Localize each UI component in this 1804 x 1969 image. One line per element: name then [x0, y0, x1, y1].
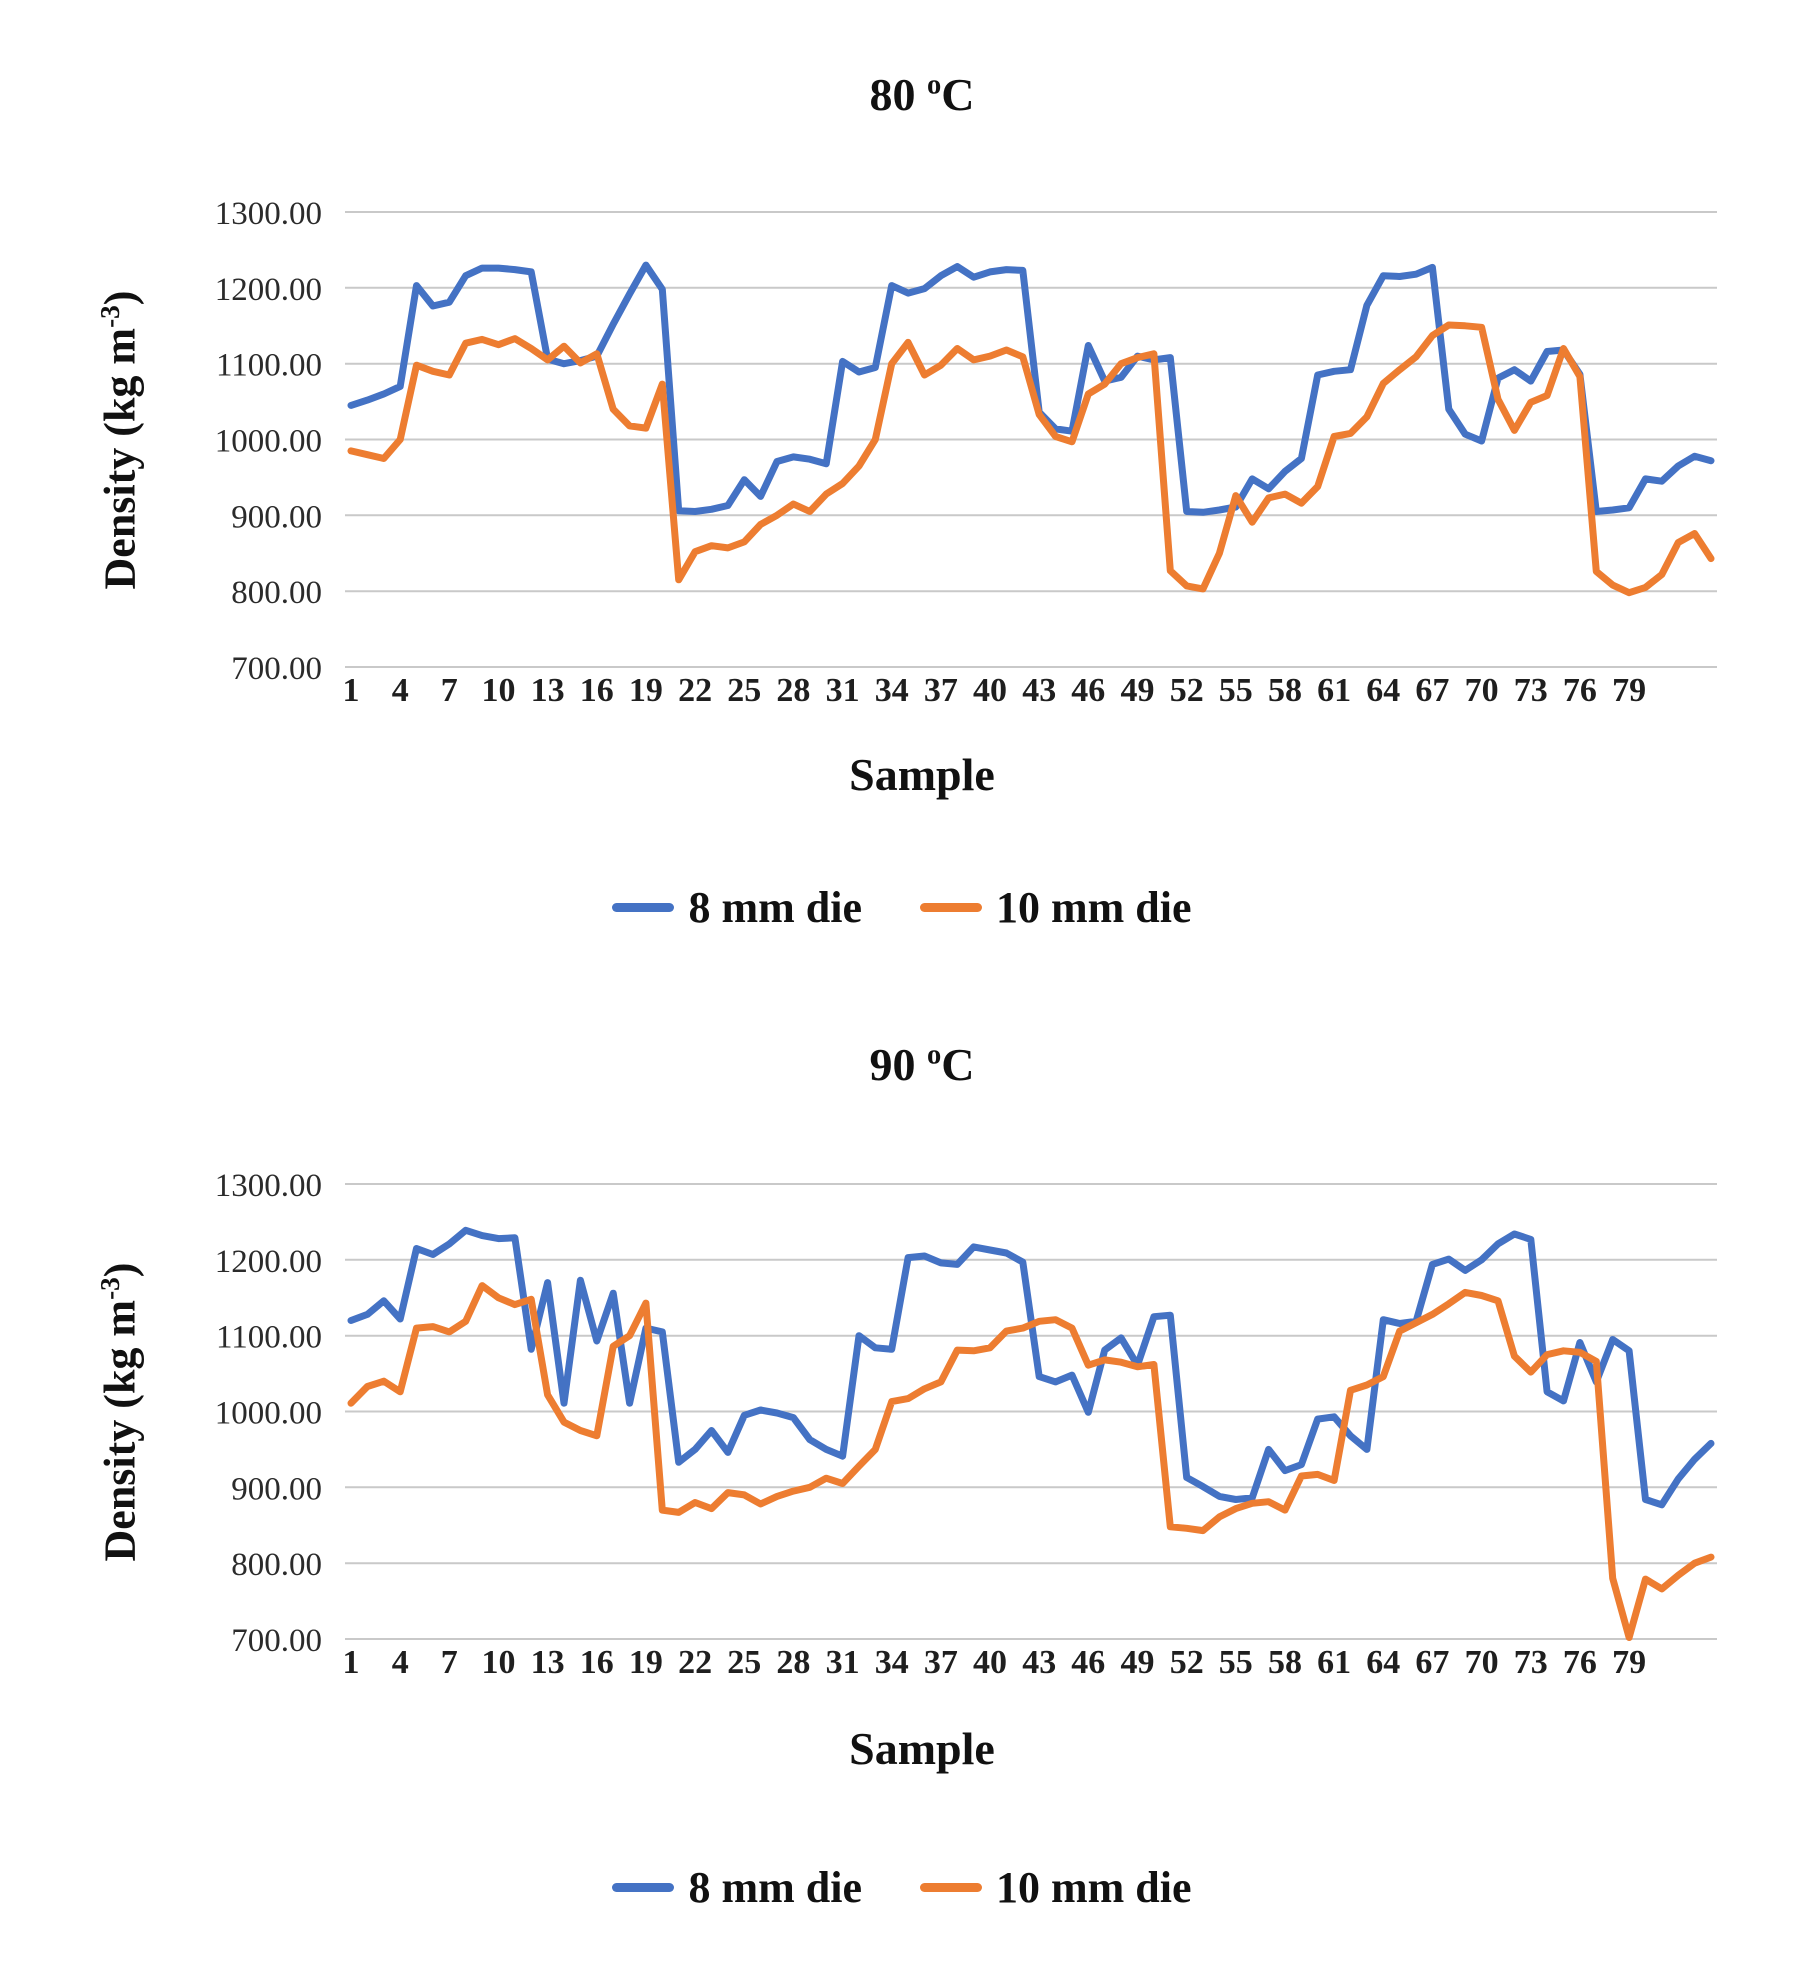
series-line-10-mm-die	[347, 1282, 1715, 1641]
legend-item-10mm: 10 mm die	[920, 1862, 1192, 1913]
x-tick-label: 76	[1563, 1644, 1597, 1681]
x-tick-label: 73	[1514, 1644, 1548, 1681]
series-line-8-mm-die	[347, 1226, 1715, 1509]
x-tick-label: 58	[1268, 672, 1302, 709]
y-tick-label: 1300.00	[215, 1168, 322, 1204]
x-tick-label: 43	[1022, 672, 1056, 709]
legend-item-10mm: 10 mm die	[920, 882, 1192, 933]
legend-line-swatch-8mm	[612, 903, 675, 912]
x-tick-label: 34	[875, 672, 909, 709]
x-tick-label: 31	[826, 1644, 860, 1681]
degree-superscript: o	[927, 1039, 942, 1071]
y-tick-label: 1200.00	[215, 272, 322, 308]
chart-title-90c-text: 90	[869, 1039, 927, 1090]
x-tick-label: 7	[441, 672, 458, 709]
x-tick-label: 55	[1219, 672, 1253, 709]
legend-90c: 8 mm die 10 mm die	[0, 1862, 1804, 1913]
x-tick-label: 25	[727, 1644, 761, 1681]
plot-area-1: 700.00 800.00 900.00 1000.00 1100.00 1200.00 1…	[215, 1168, 1717, 1681]
x-tick-label: 22	[678, 1644, 712, 1681]
x-tick-label: 55	[1219, 1644, 1253, 1681]
x-tick-label: 67	[1415, 1644, 1449, 1681]
x-tick-label: 19	[629, 1644, 663, 1681]
legend-item-8mm: 8 mm die	[612, 1862, 862, 1913]
degree-superscript: o	[927, 69, 942, 101]
x-tick-label: 16	[580, 1644, 614, 1681]
x-tick-label: 49	[1121, 672, 1155, 709]
x-tick-label: 10	[482, 1644, 516, 1681]
x-tick-label: 19	[629, 672, 663, 709]
legend-line-swatch-8mm	[612, 1883, 675, 1892]
x-tick-label: 79	[1612, 1644, 1646, 1681]
x-tick-label: 70	[1465, 672, 1499, 709]
x-tick-label: 64	[1366, 1644, 1400, 1681]
x-tick-label: 28	[776, 1644, 810, 1681]
x-tick-label: 61	[1317, 672, 1351, 709]
x-tick-label: 25	[727, 672, 761, 709]
series-line-10-mm-die	[347, 321, 1715, 597]
x-tick-label: 16	[580, 672, 614, 709]
x-tick-label: 64	[1366, 672, 1400, 709]
chart-title-80c-text: 80	[869, 69, 927, 120]
x-tick-label: 76	[1563, 672, 1597, 709]
legend-item-8mm: 8 mm die	[612, 882, 862, 933]
legend-label-8mm: 8 mm die	[688, 1863, 862, 1912]
x-axis-label-90c: Sample	[849, 1723, 995, 1774]
x-tick-label: 37	[924, 672, 958, 709]
x-tick-label: 40	[973, 1644, 1007, 1681]
chart-title-90c: 90 oC	[40, 1038, 1804, 1091]
x-tick-label: 61	[1317, 1644, 1351, 1681]
y-tick-label: 1300.00	[215, 196, 322, 232]
x-tick-label: 52	[1170, 672, 1204, 709]
x-tick-label: 43	[1022, 1644, 1056, 1681]
chart-title-80c: 80 oC	[40, 68, 1804, 121]
x-axis-label-80c: Sample	[849, 749, 995, 800]
x-tick-label: 46	[1071, 1644, 1105, 1681]
y-tick-label: 900.00	[231, 499, 322, 535]
legend-label-8mm: 8 mm die	[688, 883, 862, 932]
x-tick-label: 46	[1071, 672, 1105, 709]
x-tick-label: 67	[1415, 672, 1449, 709]
x-tick-label: 4	[392, 672, 409, 709]
y-tick-label: 800.00	[231, 575, 322, 611]
chart-title-90c-unit: C	[941, 1039, 975, 1090]
legend-line-swatch-10mm	[920, 1883, 982, 1892]
x-tick-label: 1	[343, 1644, 360, 1681]
y-tick-label: 800.00	[231, 1547, 322, 1583]
x-tick-label: 58	[1268, 1644, 1302, 1681]
x-tick-label: 13	[531, 1644, 565, 1681]
y-tick-label: 1100.00	[216, 348, 322, 384]
y-tick-label: 1000.00	[215, 424, 322, 460]
chart-title-80c-unit: C	[941, 69, 975, 120]
legend-80c: 8 mm die 10 mm die	[0, 882, 1804, 933]
y-tick-label: 700.00	[231, 1623, 322, 1659]
legend-label-10mm: 10 mm die	[996, 883, 1192, 932]
legend-line-swatch-10mm	[920, 903, 982, 912]
x-tick-label: 79	[1612, 672, 1646, 709]
x-tick-label: 37	[924, 1644, 958, 1681]
x-tick-label: 49	[1121, 1644, 1155, 1681]
x-tick-label: 52	[1170, 1644, 1204, 1681]
y-tick-label: 1100.00	[216, 1320, 322, 1356]
x-tick-label: 70	[1465, 1644, 1499, 1681]
plot-area-0: 700.00 800.00 900.00 1000.00 1100.00 1200.00 1…	[215, 196, 1717, 709]
x-tick-label: 34	[875, 1644, 909, 1681]
y-tick-label: 1000.00	[215, 1396, 322, 1432]
x-tick-label: 7	[441, 1644, 458, 1681]
x-tick-label: 40	[973, 672, 1007, 709]
x-tick-label: 13	[531, 672, 565, 709]
x-tick-label: 10	[482, 672, 516, 709]
y-tick-label: 700.00	[231, 651, 322, 687]
x-tick-label: 1	[343, 672, 360, 709]
legend-label-10mm: 10 mm die	[996, 1863, 1192, 1912]
x-tick-label: 73	[1514, 672, 1548, 709]
y-tick-label: 1200.00	[215, 1244, 322, 1280]
y-tick-label: 900.00	[231, 1471, 322, 1507]
x-tick-label: 22	[678, 672, 712, 709]
x-tick-label: 28	[776, 672, 810, 709]
x-tick-label: 31	[826, 672, 860, 709]
x-tick-label: 4	[392, 1644, 409, 1681]
